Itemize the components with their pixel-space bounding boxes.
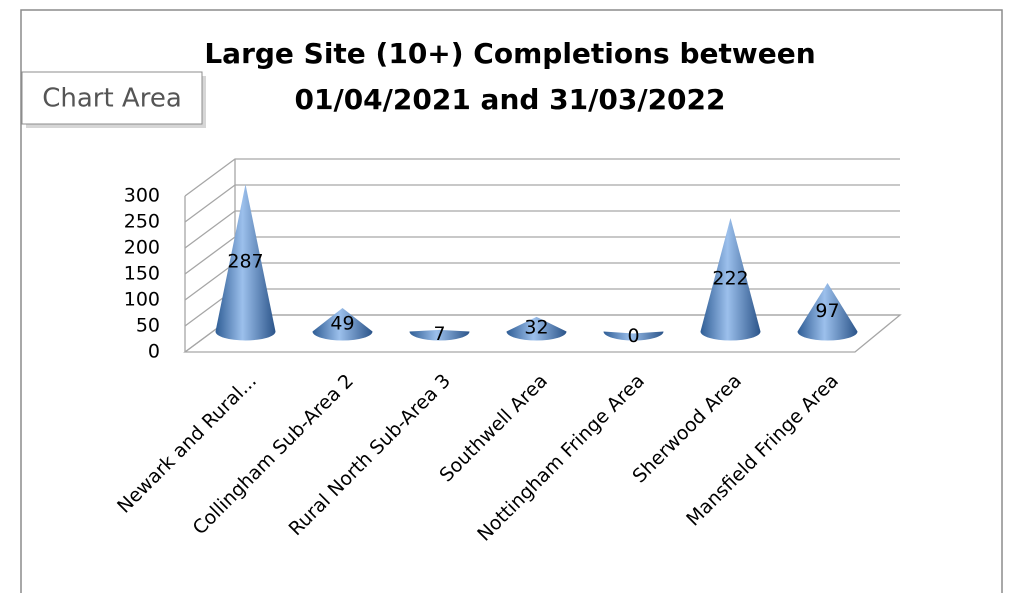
cone	[312, 308, 373, 341]
data-label: 287	[227, 250, 263, 272]
y-tick-label: 150	[124, 263, 160, 285]
tooltip-text: Chart Area	[42, 84, 182, 114]
y-tick-label: 100	[124, 289, 160, 311]
tooltip	[21, 71, 203, 125]
chart-title: 01/04/2021 and 31/03/2022	[295, 83, 726, 116]
y-tick-label: 200	[124, 237, 160, 259]
cone	[797, 283, 858, 341]
y-tick-label: 250	[124, 211, 160, 233]
y-tick-label: 300	[124, 185, 160, 207]
cone	[215, 184, 276, 341]
data-label: 49	[330, 312, 354, 334]
data-label: 97	[815, 300, 839, 322]
data-label: 0	[627, 325, 639, 347]
data-label: 222	[712, 267, 748, 289]
cone	[603, 331, 664, 341]
chart-title: Large Site (10+) Completions between	[204, 37, 815, 70]
cone	[409, 329, 470, 341]
data-label: 32	[524, 317, 548, 339]
y-tick-label: 0	[148, 341, 160, 363]
cone	[700, 218, 761, 341]
cone	[506, 316, 567, 341]
data-label: 7	[433, 323, 445, 345]
y-tick-label: 50	[136, 315, 160, 337]
